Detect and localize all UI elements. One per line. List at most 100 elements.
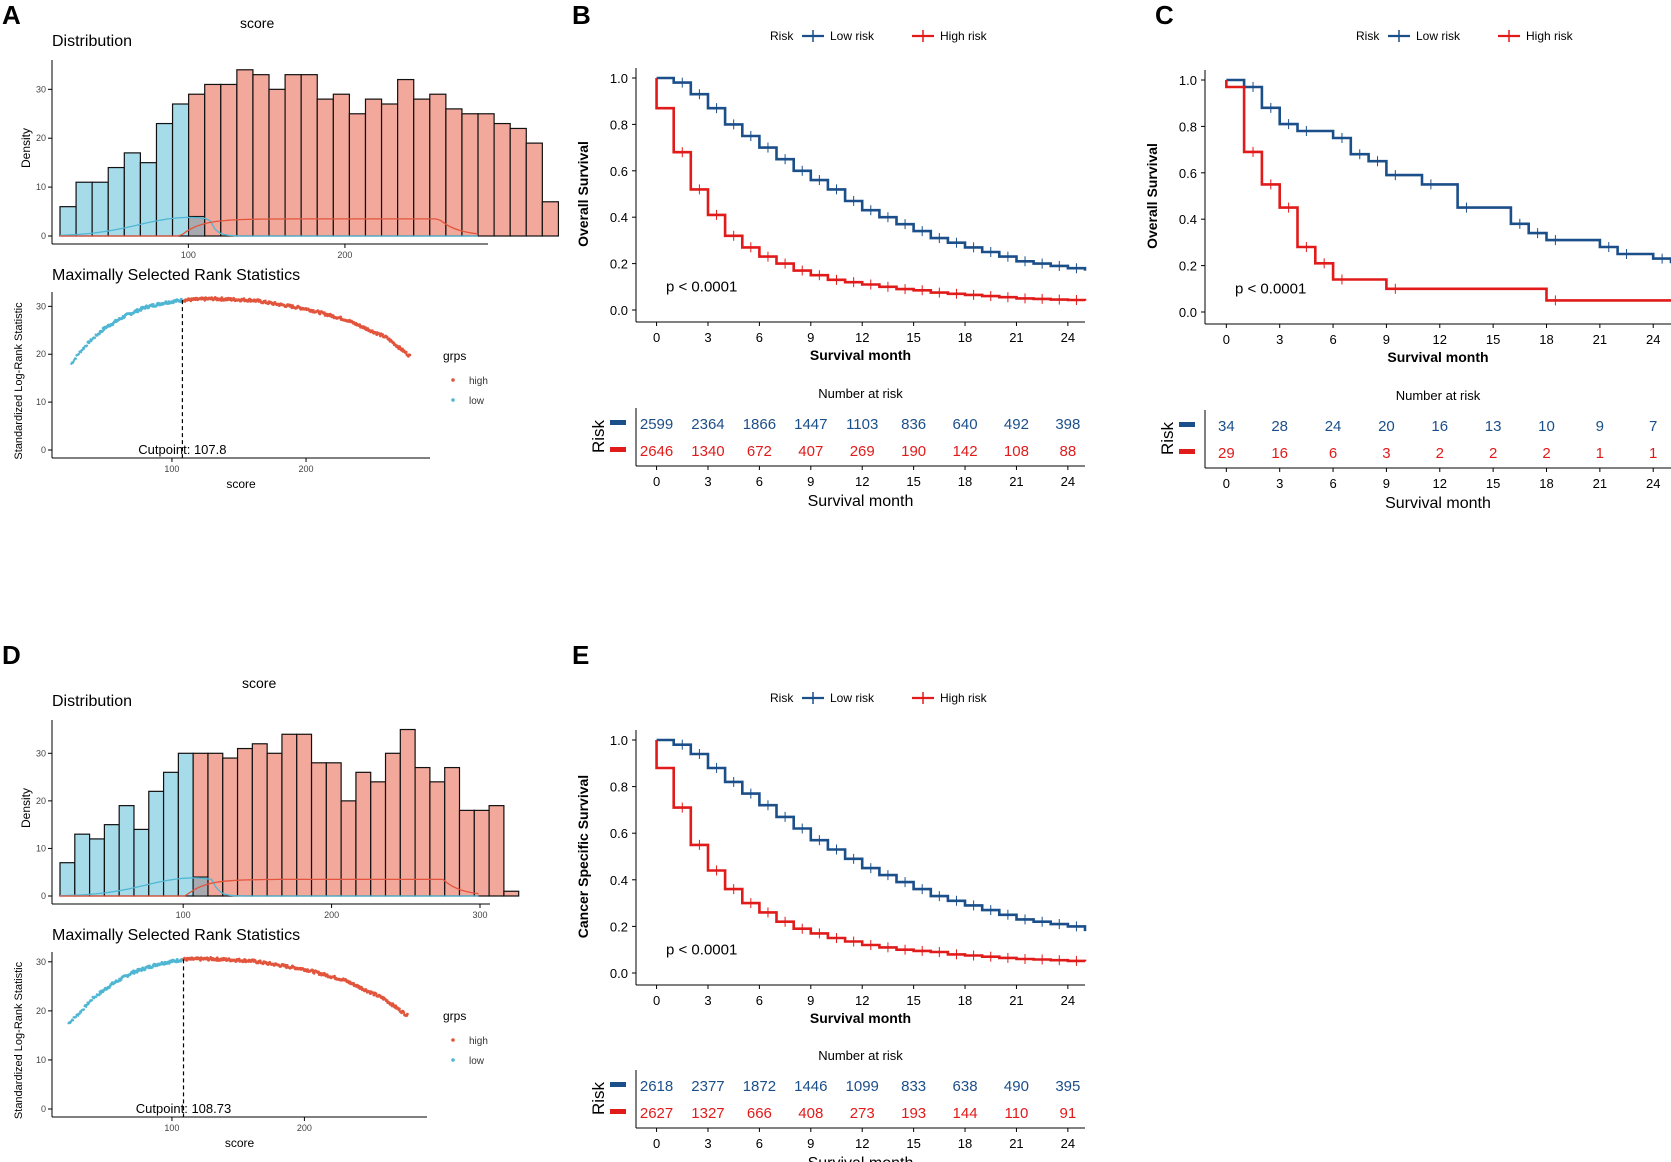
km-x-tick-label: 0 (653, 993, 660, 1008)
km-x-tick-label: 12 (855, 330, 869, 345)
rank-point (93, 336, 97, 339)
legend-low-risk-label: Low risk (1416, 29, 1461, 43)
cutpoint-label: Cutpoint: 108.73 (136, 1101, 231, 1116)
hist-bar (207, 752, 224, 897)
km-y-tick-label: 0.6 (1179, 166, 1197, 181)
rank-points (67, 956, 409, 1025)
km-x-tick-label: 9 (807, 330, 814, 345)
km-x-tick-label: 3 (704, 993, 711, 1008)
hist-bar (461, 113, 479, 237)
risk-count-low: 398 (1055, 416, 1080, 433)
rank-y-tick-label: 10 (36, 397, 46, 407)
risk-count-low: 638 (953, 1078, 978, 1095)
risk-count-low: 640 (953, 416, 978, 433)
panel-label-b: B (572, 0, 591, 30)
rank-point (175, 958, 179, 961)
rank-point (317, 309, 320, 313)
hist-bar (525, 142, 543, 237)
legend-high-risk-label: High risk (940, 29, 988, 43)
km-x-tick-label: 0 (1223, 332, 1230, 347)
km-x-label: Survival month (1387, 349, 1488, 365)
rank-x-tick-label: 200 (299, 464, 314, 474)
rank-point (82, 347, 86, 350)
rank-point (339, 315, 342, 319)
hist-bar (268, 88, 286, 237)
risk-table-title: Number at risk (818, 386, 903, 401)
hist-bar (252, 74, 270, 237)
km-x-tick-label: 6 (1329, 332, 1336, 347)
km-y-tick-label: 0.6 (610, 826, 628, 841)
rank-point (408, 353, 412, 357)
risk-count-low: 20 (1378, 418, 1395, 435)
rank-point (71, 1019, 75, 1022)
high-density-curve (60, 218, 479, 237)
hist-bar (296, 733, 313, 897)
legend-low-label: low (469, 1056, 485, 1067)
rank-y-tick-label: 20 (36, 349, 46, 359)
hist-y-tick-label: 30 (36, 748, 46, 758)
p-value: p < 0.0001 (666, 941, 737, 958)
hist-bar (458, 809, 475, 897)
rank-points (70, 296, 412, 365)
risk-count-high: 142 (953, 443, 978, 460)
risk-table-y-label: Risk (589, 1081, 608, 1115)
rank-y-tick-label: 30 (36, 957, 46, 967)
low-density-curve (59, 877, 479, 897)
rank-y-tick-label: 20 (36, 1006, 46, 1016)
risk-x-tick-label: 15 (1486, 476, 1500, 491)
risk-count-high: 88 (1060, 443, 1077, 460)
km-y-label: Overall Survival (1144, 143, 1160, 249)
hist-bar (59, 206, 77, 237)
rank-x-tick-label: 100 (164, 1123, 179, 1133)
km-x-label: Survival month (810, 1010, 911, 1026)
km-y-tick-label: 1.0 (610, 71, 628, 86)
rank-point (74, 1015, 78, 1019)
risk-x-tick-label: 0 (653, 1136, 660, 1151)
rank-point (374, 992, 378, 996)
rank-y-tick-label: 30 (36, 301, 46, 311)
hist-bar (477, 113, 495, 237)
km-y-tick-label: 0.2 (610, 919, 628, 934)
high-risk-curve (655, 740, 1087, 963)
risk-legend-title: Risk (770, 691, 794, 705)
low-risk-curve (656, 738, 1087, 932)
risk-count-low: 16 (1431, 418, 1448, 435)
risk-table-title: Number at risk (818, 1048, 903, 1063)
panel-label-e: E (572, 640, 590, 670)
risk-x-tick-label: 0 (1223, 476, 1230, 491)
risk-count-high: 2 (1489, 445, 1497, 462)
hist-bar (380, 103, 399, 237)
rank-point (81, 348, 84, 352)
rank-point (79, 1011, 83, 1014)
risk-x-tick-label: 24 (1061, 474, 1075, 489)
risk-count-high: 2646 (640, 443, 673, 460)
rank-point (82, 1008, 86, 1011)
hist-x-tick-label: 200 (324, 910, 339, 920)
rank-point (263, 299, 267, 303)
km-x-tick-label: 9 (1383, 332, 1390, 347)
risk-table-title: Number at risk (1396, 388, 1481, 403)
hist-bar (281, 733, 298, 897)
hist-bar (284, 74, 302, 237)
hist-bar (300, 74, 318, 237)
km-x-tick-label: 9 (807, 993, 814, 1008)
risk-x-tick-label: 21 (1009, 474, 1023, 489)
hist-bar (74, 833, 91, 897)
panel-title: score (240, 15, 274, 31)
risk-count-low: 1447 (794, 416, 827, 433)
legend-key-dot (451, 1038, 455, 1042)
low-density-curve (59, 216, 478, 237)
km-y-tick-label: 0.0 (610, 303, 628, 318)
risk-row-low-key (610, 420, 626, 425)
hist-bar (503, 890, 520, 897)
km-x-tick-label: 21 (1593, 332, 1607, 347)
rank-point (79, 351, 83, 354)
risk-count-high: 16 (1271, 445, 1288, 462)
high-risk-curve (655, 78, 1087, 302)
rank-point (95, 995, 98, 998)
hist-bar (399, 728, 416, 897)
km-y-tick-label: 1.0 (1179, 73, 1197, 88)
risk-x-tick-label: 15 (906, 1136, 920, 1151)
rank-y-label: Standardized Log-Rank Statistic (13, 961, 25, 1119)
